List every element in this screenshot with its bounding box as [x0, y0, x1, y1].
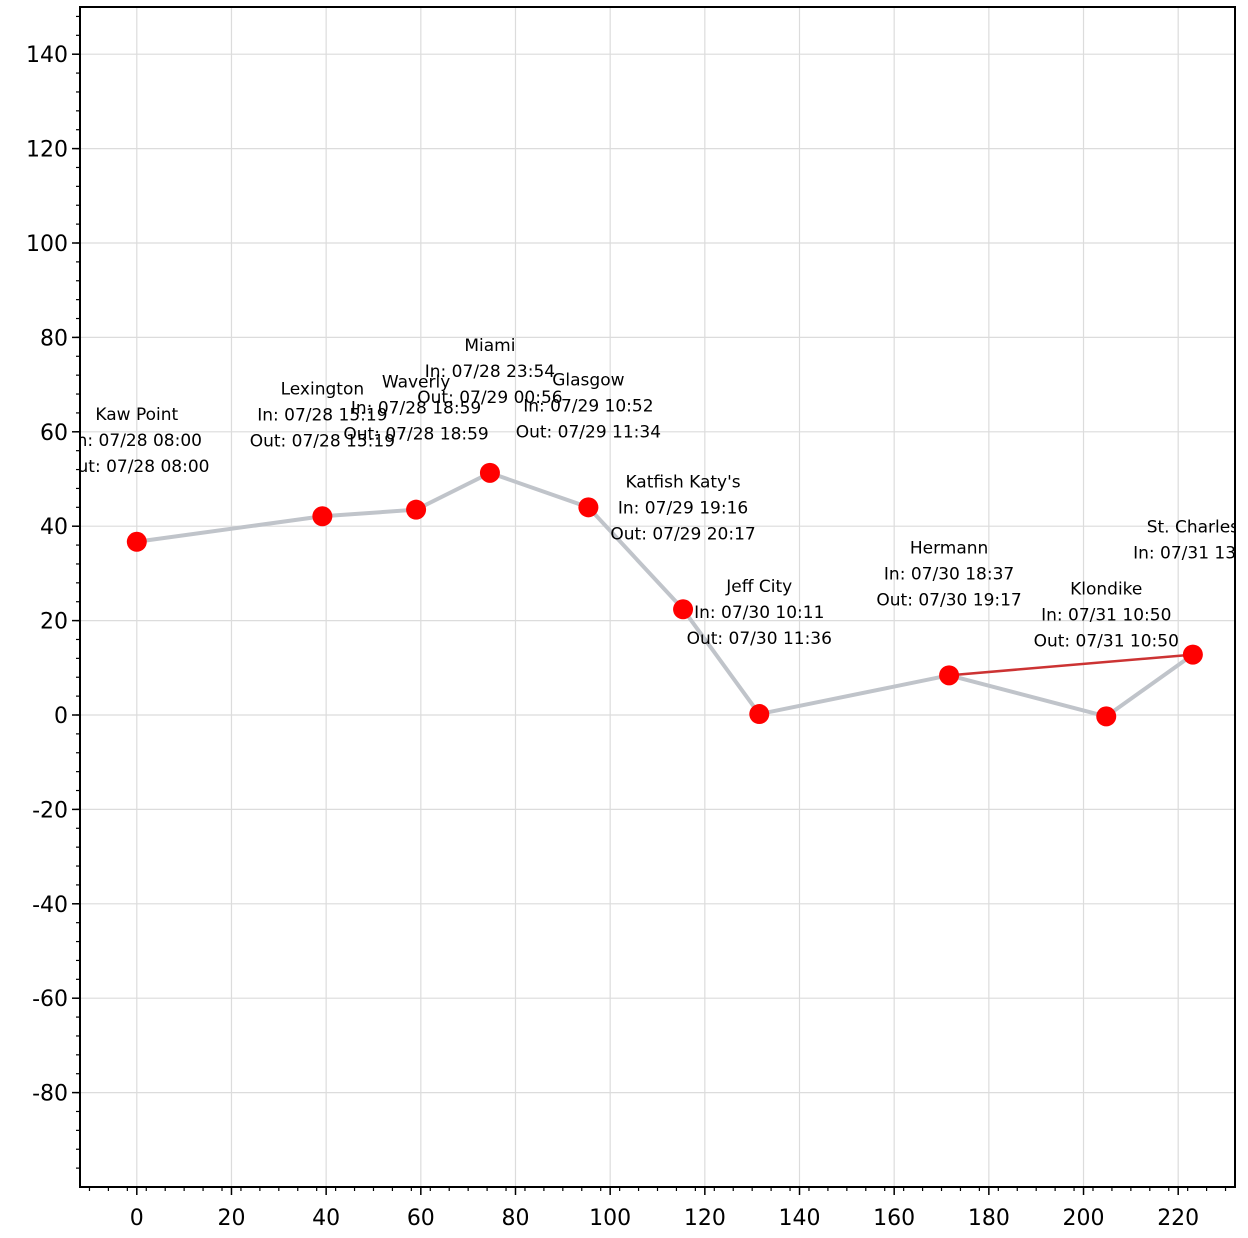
y-tick-label: 20 [40, 610, 68, 635]
point-in-label: In: 07/30 18:37 [884, 564, 1014, 584]
x-tick-label: 160 [873, 1206, 915, 1231]
point-in-label: In: 07/29 19:16 [618, 498, 748, 518]
data-point [406, 499, 427, 520]
point-out-label: Out: 07/31 10:50 [1034, 631, 1179, 651]
x-tick-label: 80 [501, 1206, 529, 1231]
point-name-label: Hermann [910, 538, 988, 558]
point-out-label: Out: 07/28 08:00 [64, 457, 209, 477]
x-tick-label: 180 [968, 1206, 1010, 1231]
y-tick-label: 80 [40, 326, 68, 351]
x-tick-label: 20 [217, 1206, 245, 1231]
data-point [312, 506, 333, 527]
x-tick-label: 100 [589, 1206, 631, 1231]
y-tick-label: 100 [26, 232, 68, 257]
point-name-label: Klondike [1070, 579, 1142, 599]
point-out-label: Out: 07/29 11:34 [516, 422, 661, 442]
point-out-label: Out: 07/28 15:19 [250, 431, 395, 451]
point-in-label: In: 07/30 10:11 [694, 603, 824, 623]
y-tick-label: -40 [32, 893, 68, 918]
y-tick-label: -20 [32, 798, 68, 823]
data-point [673, 599, 694, 620]
point-in-label: In: 07/29 10:52 [523, 396, 653, 416]
point-name-label: Waverly [382, 373, 450, 393]
x-axis-tick-labels: 0 20 40 60 80 100 120 140 160 180 200 220 [130, 1206, 1199, 1231]
y-tick-label: 140 [26, 43, 68, 68]
x-tick-label: 220 [1157, 1206, 1199, 1231]
point-name-label: Miami [464, 336, 515, 356]
y-axis-tick-labels: -80 -60 -40 -20 0 20 40 60 80 100 120 140 [26, 43, 68, 1106]
x-tick-label: 40 [312, 1206, 340, 1231]
x-tick-label: 60 [407, 1206, 435, 1231]
highlight-segment [948, 653, 1193, 677]
y-tick-label: 0 [54, 704, 68, 729]
point-out-label: Out: 07/29 00:56 [417, 388, 562, 408]
y-tick-label: -60 [32, 987, 68, 1012]
y-tick-label: 40 [40, 515, 68, 540]
data-point [126, 531, 147, 552]
point-out-label: Out: 07/30 19:17 [876, 590, 1021, 610]
point-out-label: Out: 07/29 20:17 [610, 524, 755, 544]
data-point [1182, 644, 1203, 665]
x-tick-label: 0 [130, 1206, 144, 1231]
point-labels: Kaw Point In: 07/28 08:00 Out: 07/28 08:00… [64, 336, 1248, 652]
route-line [134, 470, 1195, 719]
y-tick-label: 60 [40, 421, 68, 446]
x-tick-label: 140 [779, 1206, 821, 1231]
point-out-label: Out: 07/28 18:59 [343, 425, 488, 445]
route [134, 470, 1195, 719]
point-in-label: In: 07/28 08:00 [72, 431, 202, 451]
point-in-label: In: 07/28 18:59 [351, 399, 481, 419]
point-out-label: Out: 07/30 11:36 [687, 629, 832, 649]
point-in-label: In: 07/28 15:19 [257, 405, 387, 425]
point-in-label: In: 07/31 10:50 [1041, 605, 1171, 625]
x-tick-label: 120 [684, 1206, 726, 1231]
data-point [479, 462, 500, 483]
data-point [1096, 706, 1117, 727]
point-in-label: In: 07/28 23:54 [425, 362, 555, 382]
markers [126, 462, 1203, 727]
y-tick-label: 120 [26, 138, 68, 163]
plot-content: Kaw Point In: 07/28 08:00 Out: 07/28 08:00… [64, 336, 1248, 727]
point-name-label: Lexington [281, 379, 365, 399]
plot-frame [79, 6, 1236, 1188]
point-name-label: Kaw Point [95, 405, 178, 425]
major-ticks [72, 53, 1179, 1195]
data-point [578, 497, 599, 518]
x-tick-label: 200 [1063, 1206, 1105, 1231]
point-name-label: St. Charles [1147, 518, 1239, 538]
data-point [749, 704, 770, 725]
y-tick-label: -80 [32, 1082, 68, 1107]
minor-ticks [76, 15, 1227, 1191]
point-in-label: In: 07/31 13:5 [1133, 544, 1248, 564]
data-point [939, 665, 960, 686]
point-name-label: Jeff City [725, 577, 792, 597]
point-name-label: Glasgow [552, 370, 624, 390]
point-name-label: Katfish Katy's [625, 472, 740, 492]
grid [80, 7, 1235, 1187]
